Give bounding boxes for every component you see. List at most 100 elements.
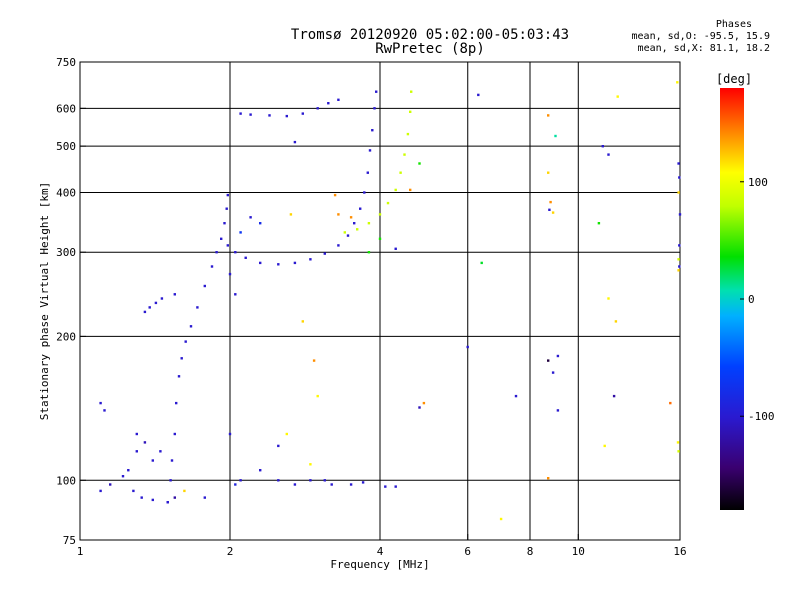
x-trace-point <box>409 110 412 113</box>
y-tick-label: 750 <box>56 56 76 69</box>
colorbar-ticks: 100 0 -100 <box>740 176 775 423</box>
x-axis-label: Frequency [MHz] <box>330 558 429 571</box>
scatter-point <box>301 320 304 323</box>
scatter-point <box>676 81 679 84</box>
scatter-point <box>109 483 112 486</box>
scatter-point <box>249 113 252 116</box>
o-trace-point <box>346 234 350 237</box>
scatter-point <box>103 409 106 412</box>
scatter-point <box>173 496 176 499</box>
scatter-point <box>259 222 262 225</box>
o-trace-point <box>226 193 229 197</box>
scatter-point <box>547 477 550 480</box>
x-tick-label: 10 <box>572 545 585 558</box>
scatter-point <box>99 401 102 405</box>
scatter-point <box>327 102 330 105</box>
o-trace-point <box>244 256 247 259</box>
o-trace-point <box>323 252 326 255</box>
scatter-point <box>151 459 154 462</box>
scatter-point <box>337 98 340 101</box>
scatter-point <box>249 216 252 219</box>
scatter-point <box>277 479 280 482</box>
scatter-point <box>409 188 412 192</box>
scatter-point <box>154 301 158 305</box>
o-trace-point <box>220 237 223 240</box>
y-axis-label: Stationary phase Virtual Height [km] <box>38 182 51 420</box>
scatter-point <box>547 114 550 117</box>
x-tick-label: 1 <box>77 545 84 558</box>
scatter-point <box>143 441 147 444</box>
o-trace-point <box>196 306 199 309</box>
x-trace-point <box>356 228 359 231</box>
scatter-point <box>239 112 242 115</box>
scatter-point <box>607 297 610 300</box>
phases-legend-o: mean, sd,O: -95.5, 15.9 <box>631 31 770 42</box>
o-trace-point <box>353 222 356 225</box>
o-trace-point <box>225 207 228 210</box>
scatter-point <box>616 95 619 98</box>
phases-legend-title: Phases <box>715 19 752 30</box>
o-trace-point <box>375 90 378 93</box>
scatter-point <box>127 469 130 472</box>
o-trace-point <box>180 357 183 360</box>
scatter-point <box>547 359 550 362</box>
o-trace-point <box>223 222 226 225</box>
scatter-point <box>466 345 469 349</box>
scatter-point <box>384 485 387 488</box>
scatter-point <box>367 251 371 254</box>
scatter-point <box>239 231 242 234</box>
o-trace-point <box>366 171 369 174</box>
scatter-point <box>547 171 550 174</box>
scatter-point <box>548 208 551 211</box>
x-trace-point <box>399 171 402 174</box>
colorbar-label: [deg] <box>716 72 752 86</box>
o-trace-point <box>337 244 340 247</box>
x-trace-point <box>367 222 371 225</box>
y-tick-label: 100 <box>56 474 76 487</box>
o-trace-point <box>215 251 218 254</box>
scatter-point <box>234 483 237 486</box>
x-trace-point <box>378 213 382 216</box>
o-trace-point <box>177 375 181 378</box>
scatter-point <box>480 261 483 265</box>
y-tick-label: 75 <box>63 534 76 547</box>
chart-title: Tromsø 20120920 05:02:00-05:03:43 <box>290 27 570 43</box>
scatter-point <box>289 213 293 216</box>
scatter-point <box>309 463 312 466</box>
scatter-point <box>323 479 326 482</box>
x-tick-label: 8 <box>527 545 534 558</box>
scatter-point <box>677 450 680 453</box>
scatter-point <box>394 485 397 488</box>
o-trace-point <box>259 261 262 265</box>
o-trace-point <box>169 479 172 482</box>
scatter-point <box>603 444 606 448</box>
scatter-point <box>173 293 176 296</box>
scatter-point <box>277 444 280 448</box>
scatter-point <box>316 394 319 398</box>
scatter-point <box>678 244 681 247</box>
scatter-point <box>148 306 151 309</box>
o-trace-point <box>371 129 374 132</box>
scatter-point <box>316 107 319 110</box>
scatter-point <box>678 176 681 179</box>
scatter-point <box>612 394 616 398</box>
scatter-point <box>228 272 232 276</box>
scatter-point <box>301 112 304 115</box>
scatter-point <box>669 401 672 405</box>
o-trace-point <box>203 284 206 288</box>
scatter-point <box>333 193 337 197</box>
scatter-point <box>349 216 353 219</box>
o-trace-point <box>210 265 214 268</box>
scatter-point <box>378 237 382 240</box>
scatter-point <box>556 409 560 412</box>
scatter-point <box>677 191 680 194</box>
scatter-point <box>477 93 480 97</box>
scatter-point <box>140 496 143 499</box>
o-trace-point <box>189 325 193 328</box>
scatter-point <box>132 489 135 493</box>
scatter-point <box>422 401 426 405</box>
x-trace-point <box>403 153 406 156</box>
phases-legend-x: mean, sd,X: 81.1, 18.2 <box>637 43 770 54</box>
colorbar-tick-label: -100 <box>748 410 775 423</box>
